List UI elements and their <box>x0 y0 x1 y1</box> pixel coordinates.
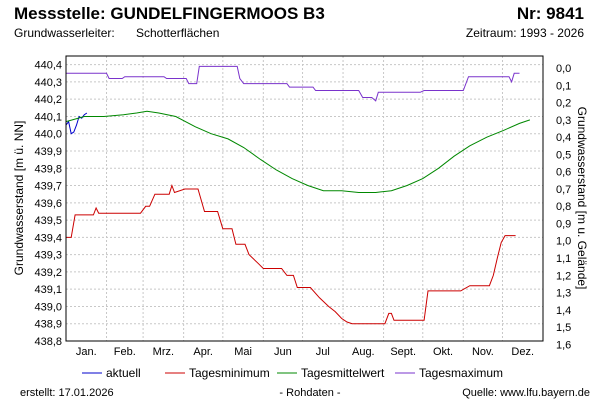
y2-tick-label: 0,9 <box>556 218 571 230</box>
x-tick-label: Jul <box>316 346 330 358</box>
x-tick-label: Aug. <box>352 346 375 358</box>
x-tick-label: Jan. <box>76 346 97 358</box>
y2-tick-label: 1,2 <box>556 270 571 282</box>
x-tick-label: Dez. <box>511 346 534 358</box>
legend-label: aktuell <box>106 366 141 380</box>
legend: aktuell Tagesminimum Tagesmittelwert Tagesm… <box>82 366 503 380</box>
y-tick-label: 440,4 <box>34 60 62 72</box>
y-tick-label: 438,9 <box>34 319 62 331</box>
x-tick-label: Jun <box>274 346 292 358</box>
y2-tick-label: 0,5 <box>556 149 571 161</box>
y-tick-label: 439,7 <box>34 181 62 193</box>
x-tick-label: Apr. <box>193 346 213 358</box>
station-number: Nr: 9841 <box>517 4 584 23</box>
period-label: Zeitraum: 1993 - 2026 <box>466 26 584 40</box>
x-tick-label: Nov. <box>472 346 494 358</box>
y-tick-label: 440,2 <box>34 94 62 106</box>
y2-tick-label: 1,3 <box>556 288 571 300</box>
station-title: Messstelle: GUNDELFINGERMOOS B3 <box>14 4 325 23</box>
y2-tick-label: 1,1 <box>556 253 571 265</box>
y2-tick-label: 0,6 <box>556 167 571 179</box>
legend-label: Tagesminimum <box>189 366 270 380</box>
y2-tick-label: 0,3 <box>556 115 571 127</box>
y2-tick-label: 0,0 <box>556 63 571 75</box>
x-tick-label: Mrz. <box>153 346 174 358</box>
y-tick-label: 439,2 <box>34 267 62 279</box>
y-tick-label: 440,0 <box>34 129 62 141</box>
series-aktuell <box>65 112 88 135</box>
legend-label: Tagesmittelwert <box>301 366 385 380</box>
y-tick-label: 439,0 <box>34 301 62 313</box>
y-axis-right-label: Grundwasserstand [m u. Gelände] <box>575 107 589 290</box>
y-tick-label: 439,1 <box>34 284 62 296</box>
x-tick-label: Mai <box>234 346 252 358</box>
y2-tick-label: 1,6 <box>556 339 571 351</box>
legend-label: Tagesmaximum <box>419 366 503 380</box>
y-axis-left-label: Grundwasserstand [m ü. NN] <box>12 121 26 276</box>
y-axis-right: 0,0 0,1 0,2 0,3 0,4 0,5 0,6 0,7 0,8 0,9 1,0 1,1 1,2 1… <box>556 63 571 351</box>
raw-data-note: - Rohdaten - <box>279 387 340 399</box>
created-date: erstellt: 17.01.2026 <box>20 387 114 399</box>
y-tick-label: 440,1 <box>34 111 62 123</box>
series-tagesmittelwert <box>65 110 531 193</box>
x-tick-label: Feb. <box>114 346 136 358</box>
y-tick-label: 439,9 <box>34 146 62 158</box>
aquifer-value: Schotterflächen <box>136 26 219 40</box>
y-tick-label: 439,8 <box>34 163 62 175</box>
source-credit: Quelle: www.lfu.bayern.de <box>462 387 590 399</box>
series-tagesmaximum <box>66 65 520 102</box>
x-tick-label: Sept. <box>390 346 416 358</box>
y2-tick-label: 1,4 <box>556 305 571 317</box>
y2-tick-label: 0,7 <box>556 184 571 196</box>
y2-tick-label: 1,5 <box>556 322 571 334</box>
plot-frame <box>65 55 544 342</box>
y2-tick-label: 0,2 <box>556 98 571 110</box>
y2-tick-label: 0,1 <box>556 80 571 92</box>
x-axis: Jan. Feb. Mrz. Apr. Mai Jun Jul Aug. Sept. Okt. No… <box>76 346 534 358</box>
y-tick-label: 439,3 <box>34 250 62 262</box>
series-lines <box>65 65 531 325</box>
y2-tick-label: 0,4 <box>556 132 571 144</box>
grid-lines <box>66 56 543 342</box>
y-tick-label: 438,8 <box>34 336 62 348</box>
y-axis-left: 438,8 438,9 439,0 439,1 439,2 439,3 439,4 439,5… <box>34 60 62 348</box>
series-tagesminimum <box>66 183 516 325</box>
y-tick-label: 440,3 <box>34 77 62 89</box>
aquifer-label: Grundwasserleiter: <box>14 26 115 40</box>
y2-tick-label: 0,8 <box>556 201 571 213</box>
y-tick-label: 439,6 <box>34 198 62 210</box>
x-tick-label: Okt. <box>433 346 453 358</box>
y2-tick-label: 1,0 <box>556 236 571 248</box>
y-tick-label: 439,4 <box>34 232 62 244</box>
y-tick-label: 439,5 <box>34 215 62 227</box>
